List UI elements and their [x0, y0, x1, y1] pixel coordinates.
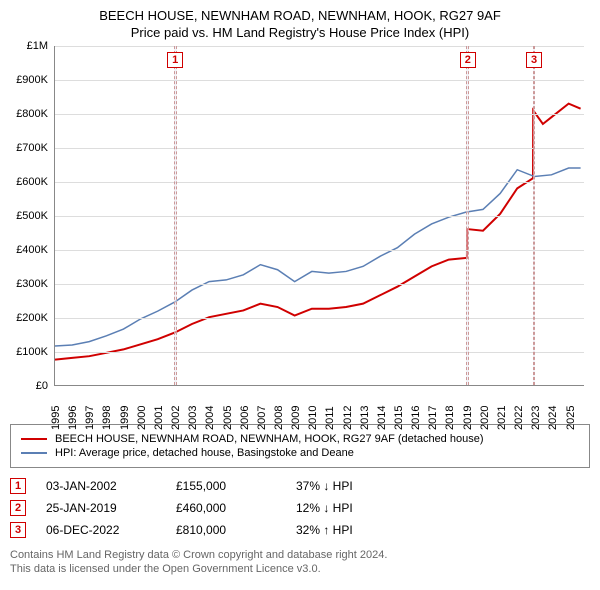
y-tick-label: £400K — [16, 244, 48, 256]
x-tick-label: 2020 — [479, 406, 491, 430]
y-tick-label: £900K — [16, 74, 48, 86]
chart-title-address: BEECH HOUSE, NEWNHAM ROAD, NEWNHAM, HOOK… — [10, 8, 590, 23]
x-tick-label: 1999 — [119, 406, 131, 430]
y-tick-label: £200K — [16, 312, 48, 324]
transaction-diff: 37% ↓ HPI — [296, 479, 396, 493]
gridline — [55, 216, 584, 217]
y-tick-label: £0 — [36, 380, 48, 392]
x-tick-label: 2013 — [359, 406, 371, 430]
y-tick-label: £300K — [16, 278, 48, 290]
gridline — [55, 114, 584, 115]
transaction-date: 06-DEC-2022 — [46, 523, 156, 537]
x-tick-label: 2021 — [496, 406, 508, 430]
x-tick-label: 2009 — [290, 406, 302, 430]
marker-band — [533, 46, 536, 385]
y-tick-label: £700K — [16, 142, 48, 154]
x-tick-label: 2001 — [153, 406, 165, 430]
chart-subtitle: Price paid vs. HM Land Registry's House … — [10, 25, 590, 40]
x-tick-label: 2003 — [187, 406, 199, 430]
transaction-diff: 12% ↓ HPI — [296, 501, 396, 515]
x-tick-label: 2017 — [427, 406, 439, 430]
marker-label: 3 — [526, 52, 542, 68]
gridline — [55, 318, 584, 319]
marker-label: 1 — [167, 52, 183, 68]
gridline — [55, 284, 584, 285]
gridline — [55, 250, 584, 251]
legend-row: HPI: Average price, detached house, Basi… — [21, 447, 579, 459]
transaction-marker: 3 — [10, 522, 26, 538]
x-tick-label: 2012 — [342, 406, 354, 430]
x-tick-label: 1998 — [101, 406, 113, 430]
legend-swatch — [21, 452, 47, 454]
x-tick-label: 2005 — [222, 406, 234, 430]
y-tick-label: £100K — [16, 346, 48, 358]
y-tick-label: £500K — [16, 210, 48, 222]
x-tick-label: 2019 — [462, 406, 474, 430]
transaction-date: 25-JAN-2019 — [46, 501, 156, 515]
plot-area: 1 2 3 — [54, 46, 584, 386]
transaction-marker: 1 — [10, 478, 26, 494]
transaction-date: 03-JAN-2002 — [46, 479, 156, 493]
x-tick-label: 2014 — [376, 406, 388, 430]
transaction-price: £810,000 — [176, 523, 276, 537]
x-tick-label: 2025 — [565, 406, 577, 430]
y-tick-label: £600K — [16, 176, 48, 188]
chart-area: £0 £100K £200K £300K £400K £500K £600K £700K £80… — [10, 46, 590, 416]
transaction-price: £460,000 — [176, 501, 276, 515]
legend-label: BEECH HOUSE, NEWNHAM ROAD, NEWNHAM, HOOK… — [55, 433, 484, 445]
y-axis: £0£100K£200K£300K£400K£500K£600K£700K£80… — [10, 46, 50, 386]
gridline — [55, 148, 584, 149]
gridline — [55, 352, 584, 353]
x-tick-label: 2018 — [444, 406, 456, 430]
x-tick-label: 2015 — [393, 406, 405, 430]
marker-band — [174, 46, 177, 385]
x-tick-label: 2008 — [273, 406, 285, 430]
x-tick-label: 1996 — [67, 406, 79, 430]
x-tick-label: 2006 — [239, 406, 251, 430]
y-tick-label: £800K — [16, 108, 48, 120]
x-tick-label: 2011 — [324, 406, 336, 430]
marker-band — [466, 46, 469, 385]
transaction-table: 1 03-JAN-2002 £155,000 37% ↓ HPI 2 25-JAN-201… — [10, 478, 590, 538]
x-tick-label: 2007 — [256, 406, 268, 430]
x-tick-label: 2022 — [513, 406, 525, 430]
footnote-line1: Contains HM Land Registry data © Crown c… — [10, 548, 590, 562]
gridline — [55, 182, 584, 183]
x-tick-label: 2010 — [307, 406, 319, 430]
chart-titles: BEECH HOUSE, NEWNHAM ROAD, NEWNHAM, HOOK… — [10, 8, 590, 40]
legend-row: BEECH HOUSE, NEWNHAM ROAD, NEWNHAM, HOOK… — [21, 433, 579, 445]
transaction-row: 3 06-DEC-2022 £810,000 32% ↑ HPI — [10, 522, 590, 538]
marker-label: 2 — [460, 52, 476, 68]
transaction-row: 1 03-JAN-2002 £155,000 37% ↓ HPI — [10, 478, 590, 494]
transaction-diff: 32% ↑ HPI — [296, 523, 396, 537]
gridline — [55, 80, 584, 81]
x-tick-label: 2000 — [136, 406, 148, 430]
legend-label: HPI: Average price, detached house, Basi… — [55, 447, 354, 459]
x-tick-label: 2004 — [204, 406, 216, 430]
x-tick-label: 1995 — [50, 406, 62, 430]
transaction-row: 2 25-JAN-2019 £460,000 12% ↓ HPI — [10, 500, 590, 516]
x-tick-label: 2016 — [410, 406, 422, 430]
gridline — [55, 46, 584, 47]
legend-swatch — [21, 438, 47, 440]
y-tick-label: £1M — [27, 40, 48, 52]
x-tick-label: 2024 — [547, 406, 559, 430]
x-tick-label: 1997 — [84, 406, 96, 430]
x-axis: 1995199619971998199920002001200220032004… — [54, 386, 584, 416]
series-property — [55, 104, 581, 360]
x-tick-label: 2002 — [170, 406, 182, 430]
footnote: Contains HM Land Registry data © Crown c… — [10, 548, 590, 577]
legend: BEECH HOUSE, NEWNHAM ROAD, NEWNHAM, HOOK… — [10, 424, 590, 468]
transaction-price: £155,000 — [176, 479, 276, 493]
chart-container: BEECH HOUSE, NEWNHAM ROAD, NEWNHAM, HOOK… — [0, 0, 600, 585]
series-hpi — [55, 168, 581, 346]
transaction-marker: 2 — [10, 500, 26, 516]
footnote-line2: This data is licensed under the Open Gov… — [10, 562, 590, 576]
x-tick-label: 2023 — [530, 406, 542, 430]
